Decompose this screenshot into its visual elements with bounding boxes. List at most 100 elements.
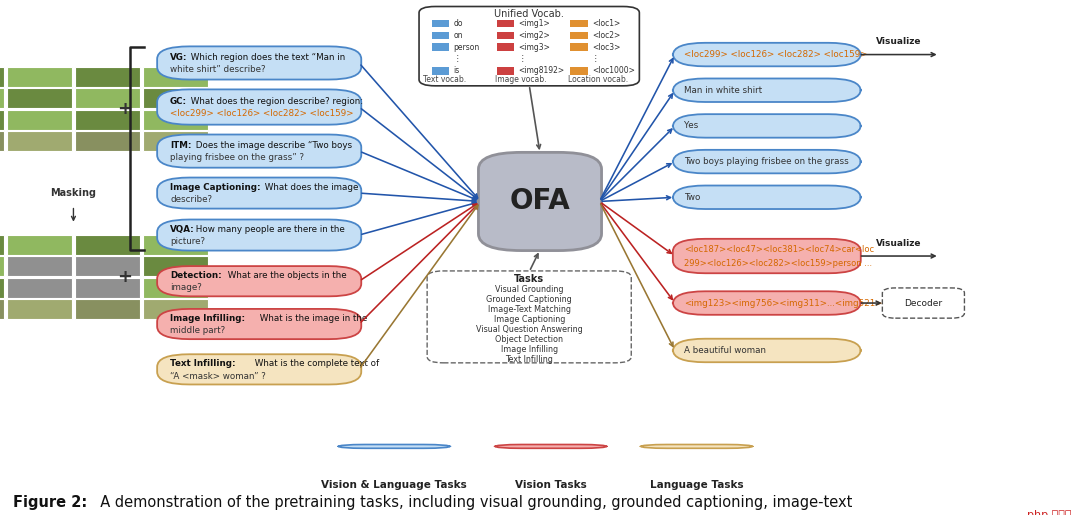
Text: <img8192>: <img8192>	[518, 66, 565, 75]
Text: Image Infilling:: Image Infilling:	[171, 314, 245, 323]
Text: Language Tasks: Language Tasks	[650, 479, 743, 490]
Text: Yes: Yes	[684, 122, 698, 130]
Text: describe?: describe?	[171, 195, 213, 204]
FancyBboxPatch shape	[673, 339, 861, 362]
Text: person: person	[454, 43, 480, 52]
FancyBboxPatch shape	[570, 67, 588, 75]
Text: VQA:: VQA:	[171, 225, 194, 234]
FancyBboxPatch shape	[497, 67, 514, 75]
Text: <img2>: <img2>	[518, 31, 550, 40]
FancyBboxPatch shape	[158, 354, 362, 385]
Text: white shirt” describe?: white shirt” describe?	[171, 65, 266, 74]
Text: Detection:: Detection:	[171, 271, 221, 280]
FancyBboxPatch shape	[673, 43, 861, 66]
FancyBboxPatch shape	[419, 7, 639, 86]
Text: <loc299> <loc126> <loc282> <loc159>: <loc299> <loc126> <loc282> <loc159>	[171, 109, 353, 118]
FancyBboxPatch shape	[158, 134, 362, 168]
FancyBboxPatch shape	[0, 131, 4, 151]
FancyBboxPatch shape	[158, 46, 362, 79]
FancyBboxPatch shape	[143, 256, 207, 277]
FancyBboxPatch shape	[8, 89, 71, 109]
Text: Two: Two	[684, 193, 700, 202]
Text: Vision Tasks: Vision Tasks	[515, 479, 586, 490]
Text: Visual Question Answering: Visual Question Answering	[476, 325, 582, 334]
FancyBboxPatch shape	[0, 67, 4, 87]
Text: 299><loc126><loc282><loc159>person ...: 299><loc126><loc282><loc159>person ...	[684, 259, 872, 268]
FancyBboxPatch shape	[673, 239, 861, 273]
FancyBboxPatch shape	[432, 32, 449, 39]
Text: <loc299> <loc126> <loc282> <loc159>: <loc299> <loc126> <loc282> <loc159>	[684, 50, 867, 59]
Text: Image Captioning: Image Captioning	[494, 315, 565, 324]
FancyBboxPatch shape	[76, 256, 140, 277]
FancyBboxPatch shape	[8, 131, 71, 151]
FancyBboxPatch shape	[158, 219, 362, 251]
Text: php 中文网: php 中文网	[1027, 510, 1071, 515]
Text: Grounded Captioning: Grounded Captioning	[486, 295, 572, 304]
FancyBboxPatch shape	[882, 288, 964, 318]
FancyBboxPatch shape	[0, 235, 4, 255]
FancyBboxPatch shape	[76, 67, 140, 87]
FancyBboxPatch shape	[497, 20, 514, 27]
Text: Image vocab.: Image vocab.	[495, 76, 546, 84]
FancyBboxPatch shape	[158, 178, 362, 209]
FancyBboxPatch shape	[76, 299, 140, 319]
Text: Which region does the text “Man in: Which region does the text “Man in	[188, 53, 346, 62]
FancyBboxPatch shape	[428, 271, 631, 363]
Text: Visualize: Visualize	[876, 38, 922, 46]
Text: <loc187><loc47><loc381><loc74>car<loc: <loc187><loc47><loc381><loc74>car<loc	[684, 245, 874, 254]
Text: <img123><img756><img311>...<img521>: <img123><img756><img311>...<img521>	[684, 299, 882, 307]
Text: is: is	[454, 66, 460, 75]
FancyBboxPatch shape	[76, 89, 140, 109]
Text: on: on	[454, 31, 463, 40]
FancyBboxPatch shape	[570, 43, 588, 51]
FancyBboxPatch shape	[76, 278, 140, 298]
Text: VG:: VG:	[171, 53, 188, 62]
FancyBboxPatch shape	[673, 185, 861, 209]
Text: picture?: picture?	[171, 237, 205, 246]
Text: “A <mask> woman” ?: “A <mask> woman” ?	[171, 372, 266, 381]
Text: ITM:: ITM:	[171, 141, 191, 150]
Text: +: +	[117, 100, 132, 118]
FancyBboxPatch shape	[143, 67, 207, 87]
FancyBboxPatch shape	[8, 110, 71, 130]
Text: Visualize: Visualize	[876, 239, 922, 248]
Text: GC:: GC:	[171, 97, 187, 106]
FancyBboxPatch shape	[76, 131, 140, 151]
FancyBboxPatch shape	[673, 78, 861, 102]
Text: do: do	[454, 19, 463, 28]
FancyBboxPatch shape	[497, 32, 514, 39]
FancyBboxPatch shape	[0, 299, 4, 319]
Text: Object Detection: Object Detection	[496, 335, 563, 344]
FancyBboxPatch shape	[432, 43, 449, 51]
FancyBboxPatch shape	[143, 299, 207, 319]
Text: Figure 2:: Figure 2:	[13, 495, 87, 510]
FancyBboxPatch shape	[158, 266, 362, 296]
FancyBboxPatch shape	[495, 444, 607, 448]
Text: Does the image describe “Two boys: Does the image describe “Two boys	[193, 141, 352, 150]
FancyBboxPatch shape	[8, 67, 71, 87]
Text: Masking: Masking	[51, 188, 96, 198]
Text: Location vocab.: Location vocab.	[568, 76, 629, 84]
FancyBboxPatch shape	[432, 67, 449, 75]
FancyBboxPatch shape	[143, 110, 207, 130]
Text: Vision & Language Tasks: Vision & Language Tasks	[322, 479, 467, 490]
Text: <img3>: <img3>	[518, 43, 551, 52]
Text: ⋮: ⋮	[518, 55, 526, 63]
FancyBboxPatch shape	[158, 309, 362, 339]
Text: Text vocab.: Text vocab.	[423, 76, 467, 84]
Text: image?: image?	[171, 283, 202, 293]
Text: What are the objects in the: What are the objects in the	[226, 271, 347, 280]
Text: Tasks: Tasks	[514, 274, 544, 284]
Text: Text Infilling:: Text Infilling:	[171, 359, 235, 368]
FancyBboxPatch shape	[0, 89, 4, 109]
Text: <loc2>: <loc2>	[592, 31, 620, 40]
Text: How many people are there in the: How many people are there in the	[193, 225, 346, 234]
FancyBboxPatch shape	[143, 131, 207, 151]
FancyBboxPatch shape	[338, 444, 450, 448]
Text: OFA: OFA	[510, 187, 570, 215]
Text: ⋮: ⋮	[592, 55, 599, 63]
Text: Decoder: Decoder	[904, 299, 943, 307]
Text: Visual Grounding: Visual Grounding	[495, 285, 564, 294]
Text: What does the image: What does the image	[262, 183, 359, 192]
FancyBboxPatch shape	[158, 90, 362, 125]
